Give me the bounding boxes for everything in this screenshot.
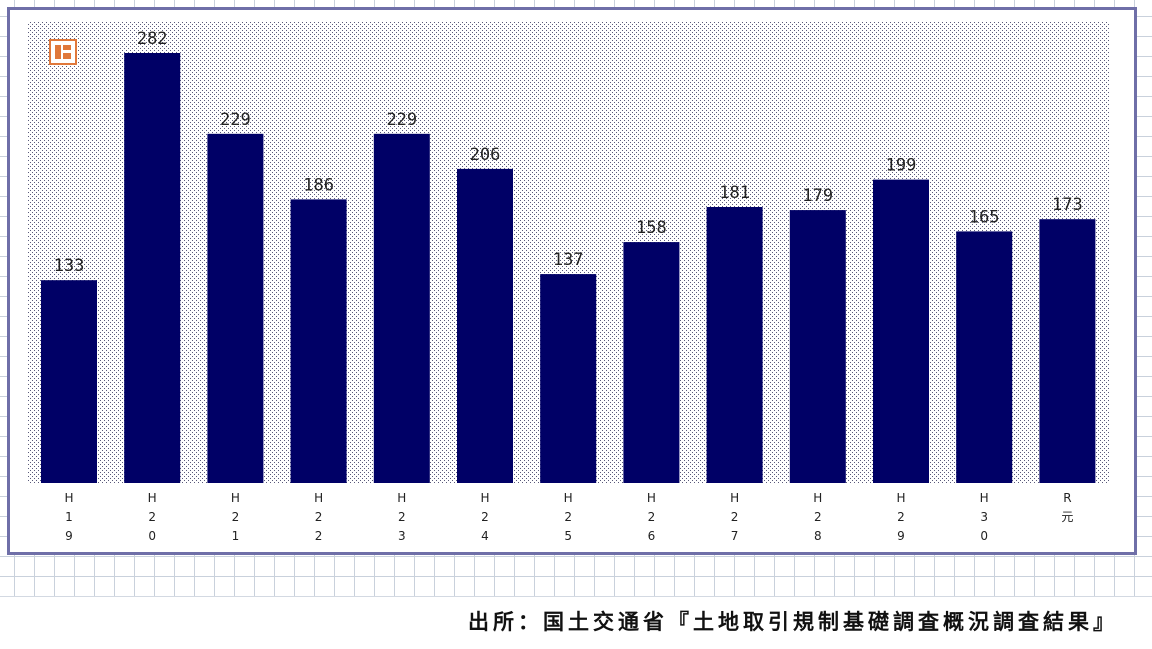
bars-group: [41, 53, 1096, 484]
source-strip: [0, 596, 1152, 649]
data-label: 165: [969, 207, 1000, 227]
bar-2: [124, 53, 181, 483]
source-note: 出所：国土交通省『土地取引規制基礎調査概況調査結果』: [468, 610, 1118, 634]
data-label: 229: [386, 110, 417, 130]
bar-1: [41, 280, 97, 483]
data-label: 137: [553, 250, 584, 270]
data-label: 173: [1052, 195, 1083, 215]
data-label: 282: [137, 29, 168, 49]
bar-9: [706, 207, 763, 483]
building-icon: [49, 39, 77, 65]
bar-10: [789, 210, 846, 483]
bar-6: [457, 168, 513, 483]
data-label: 133: [54, 256, 85, 276]
bar-13: [1039, 219, 1096, 483]
data-label: 179: [802, 186, 833, 206]
data-label: 206: [470, 145, 501, 165]
bar-4: [290, 199, 347, 483]
bar-11: [873, 179, 929, 483]
data-label: 199: [886, 156, 917, 176]
data-label: 186: [303, 175, 334, 195]
bar-5: [373, 133, 430, 484]
bar-12: [956, 231, 1013, 483]
bar-7: [540, 274, 597, 483]
bar-8: [623, 242, 680, 483]
bar-3: [207, 133, 264, 484]
data-label: 158: [636, 218, 667, 238]
data-label: 229: [220, 110, 251, 130]
category-labels-group: H 1 9 H 2 0 H 2 1 H 2 2 H 2 3 H 2 4 H 2 5 H 2 6 H 2 7 H 2 8 H 2 9 H 3 0 R 元: [64, 491, 1073, 543]
data-labels-group: 133 282 229 186 229 206 137 158 181 179 199 165 173: [54, 29, 1083, 276]
data-label: 181: [719, 183, 750, 203]
